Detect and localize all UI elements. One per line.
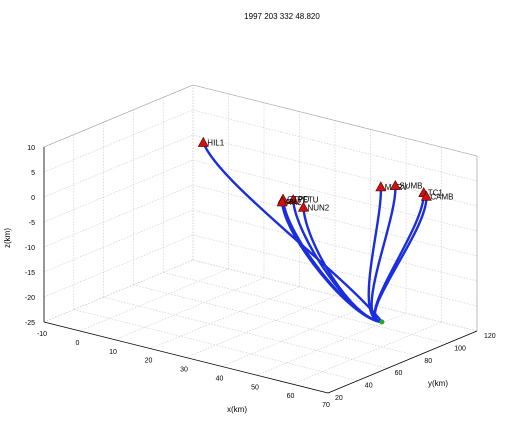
axis-line [43,321,329,394]
z-tick-label: 0 [31,195,35,202]
grid-line [103,296,388,369]
ray-path [373,196,428,324]
grid-line [192,234,478,307]
z-tick-label: -15 [25,270,35,277]
x-tick-label: 70 [322,402,330,409]
grid-line [79,268,229,332]
station-marker [375,181,387,192]
grid-line [43,184,194,248]
ticks: -1001020304050607020406080100120-25-20-1… [25,145,496,409]
ray-path [370,185,397,324]
grid-line [73,309,358,381]
y-tick-label: 40 [365,383,373,390]
grid-line [163,272,448,344]
x-tick-label: 60 [287,393,295,400]
ray-path [373,192,425,324]
ray-path [202,142,383,323]
grid-line [43,259,194,323]
z-tick-label: -10 [25,245,35,252]
x-tick-label: 30 [180,367,188,374]
station-marker [420,190,432,201]
station-marker [297,201,309,212]
station-label: HIL1 [207,139,224,148]
grid-line [185,295,336,358]
station-label: RK2 [286,198,302,207]
axis-line [327,330,478,394]
grid-line [192,109,478,182]
grid-line [192,184,478,257]
grid-line [114,277,265,341]
grid-line [192,209,478,282]
y-tick-label: 60 [395,370,403,377]
box-edge [43,84,194,148]
grid-line [221,304,371,367]
station-marker [197,136,209,147]
z-axis-label: z(km) [3,228,12,248]
axes-box [43,84,478,394]
station-label: PETU [297,196,319,205]
y-tick-label: 100 [454,345,466,352]
grid-line [192,159,478,232]
station-label: GTPD [287,195,309,204]
z-tick-label: 5 [31,170,35,177]
station-marker [276,196,288,207]
x-tick-label: 10 [109,349,117,356]
grid-line [43,209,194,273]
z-tick-label: -5 [29,220,35,227]
grid-line [292,321,442,385]
x-axis-label: x(km) [227,405,247,414]
x-tick-label: -10 [37,331,47,338]
station-markers: HIL1MARVSUMBTC1CAMBPETUNUN2GTPDRK2 [197,136,454,325]
grid-line [43,109,194,173]
grid-line [43,159,194,223]
station-label: CAMB [430,192,453,201]
grid-line [150,286,300,349]
grid-line [192,259,478,332]
x-tick-label: 20 [145,358,153,365]
z-tick-label: -25 [25,320,35,327]
box-edge [192,84,478,157]
ray-path [280,201,383,324]
station-marker [287,194,299,205]
x-tick-label: 0 [76,340,80,347]
station-label: NUN2 [307,203,329,212]
station-label: TC1 [428,189,444,198]
grid-line [43,134,194,198]
y-tick-label: 80 [424,358,432,365]
y-tick-label: 120 [484,333,496,340]
station-marker [389,179,401,190]
grid-line [43,234,194,298]
x-tick-label: 40 [216,375,224,382]
chart-title: 1997 203 332 48.820 [244,12,320,21]
source-marker [379,319,385,325]
ray-paths [202,142,428,324]
y-tick-label: 20 [335,395,343,402]
z-tick-label: 10 [27,145,35,152]
station-label: SUMB [399,182,422,191]
grid-line [133,284,418,357]
y-axis-label: y(km) [428,379,448,388]
z-tick-label: -20 [25,295,35,302]
x-tick-label: 50 [251,384,259,391]
grid-line [192,134,478,207]
